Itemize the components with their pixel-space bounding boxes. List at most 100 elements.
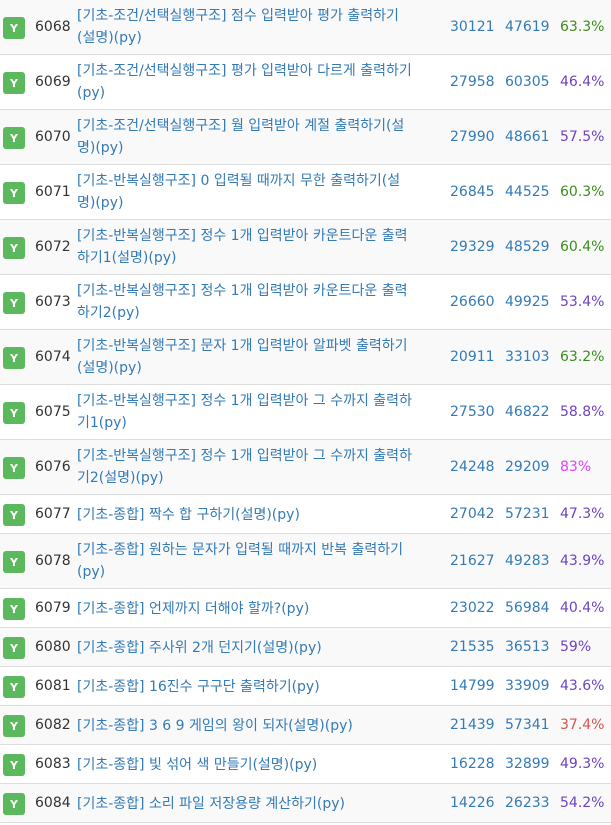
solved-count: 16228: [450, 756, 495, 772]
accuracy-rate: 37.4%: [560, 717, 605, 733]
problem-id: 6084: [35, 795, 71, 811]
submission-count: 44525: [505, 184, 550, 200]
submission-count: 57341: [505, 717, 550, 733]
accuracy-rate: 40.4%: [560, 600, 605, 616]
problem-title-link[interactable]: [기초-반복실행구조] 정수 1개 입력받아 그 수까지 출력하기1(py): [77, 393, 412, 431]
status-badge: Y: [3, 598, 25, 620]
status-badge: Y: [3, 457, 25, 479]
status-badge: Y: [3, 402, 25, 424]
solved-count: 26660: [450, 294, 495, 310]
accuracy-rate: 63.2%: [560, 349, 605, 365]
solved-count: 21535: [450, 639, 495, 655]
problem-row: Y 6078 [기초-종합] 원하는 문자가 입력될 때까지 반복 출력하기(p…: [0, 534, 611, 589]
problem-id: 6068: [35, 19, 71, 35]
accuracy-rate: 60.3%: [560, 184, 605, 200]
submission-count: 57231: [505, 506, 550, 522]
status-badge: Y: [3, 182, 25, 204]
problem-id: 6074: [35, 349, 71, 365]
accuracy-rate: 83%: [560, 459, 592, 475]
problem-title-link[interactable]: [기초-조건/선택실행구조] 점수 입력받아 평가 출력하기(설명)(py): [77, 8, 399, 46]
problem-title-link[interactable]: [기초-종합] 빛 섞어 색 만들기(설명)(py): [77, 757, 318, 773]
status-badge: Y: [3, 17, 25, 39]
problem-id: 6071: [35, 184, 71, 200]
submission-count: 32899: [505, 756, 550, 772]
submission-count: 48661: [505, 129, 550, 145]
solved-count: 21439: [450, 717, 495, 733]
status-badge: Y: [3, 347, 25, 369]
solved-count: 29329: [450, 239, 495, 255]
problem-row: Y 6076 [기초-반복실행구조] 정수 1개 입력받아 그 수까지 출력하기…: [0, 440, 611, 495]
accuracy-rate: 59%: [560, 639, 592, 655]
accuracy-rate: 46.4%: [560, 74, 605, 90]
problem-row: Y 6072 [기초-반복실행구조] 정수 1개 입력받아 카운트다운 출력하기…: [0, 220, 611, 275]
problem-row: Y 6081 [기초-종합] 16진수 구구단 출력하기(py) 14799 3…: [0, 667, 611, 706]
problem-title-link[interactable]: [기초-조건/선택실행구조] 평가 입력받아 다르게 출력하기(py): [77, 63, 412, 101]
solved-count: 27990: [450, 129, 495, 145]
problem-title-link[interactable]: [기초-반복실행구조] 0 입력될 때까지 무한 출력하기(설명)(py): [77, 173, 401, 211]
accuracy-rate: 49.3%: [560, 756, 605, 772]
accuracy-rate: 57.5%: [560, 129, 605, 145]
submission-count: 48529: [505, 239, 550, 255]
problem-row: Y 6069 [기초-조건/선택실행구조] 평가 입력받아 다르게 출력하기(p…: [0, 55, 611, 110]
problem-title-link[interactable]: [기초-종합] 주사위 2개 던지기(설명)(py): [77, 640, 322, 656]
problem-id: 6073: [35, 294, 71, 310]
submission-count: 60305: [505, 74, 550, 90]
accuracy-rate: 63.3%: [560, 19, 605, 35]
problem-row: Y 6084 [기초-종합] 소리 파일 저장용량 계산하기(py) 14226…: [0, 784, 611, 823]
problem-id: 6081: [35, 678, 71, 694]
solved-count: 21627: [450, 553, 495, 569]
problem-id: 6078: [35, 553, 71, 569]
status-badge: Y: [3, 504, 25, 526]
problem-title-link[interactable]: [기초-종합] 언제까지 더해야 할까?(py): [77, 601, 310, 617]
problem-title-link[interactable]: [기초-종합] 소리 파일 저장용량 계산하기(py): [77, 796, 345, 812]
problem-id: 6079: [35, 600, 71, 616]
problem-title-link[interactable]: [기초-반복실행구조] 정수 1개 입력받아 그 수까지 출력하기2(설명)(p…: [77, 448, 412, 486]
solved-count: 27958: [450, 74, 495, 90]
problem-title-link[interactable]: [기초-반복실행구조] 문자 1개 입력받아 알파벳 출력하기(설명)(py): [77, 338, 408, 376]
status-badge: Y: [3, 676, 25, 698]
problem-title-link[interactable]: [기초-종합] 짝수 합 구하기(설명)(py): [77, 507, 300, 523]
problem-title-link[interactable]: [기초-종합] 원하는 문자가 입력될 때까지 반복 출력하기(py): [77, 542, 404, 580]
problem-id: 6069: [35, 74, 71, 90]
accuracy-rate: 54.2%: [560, 795, 605, 811]
status-badge: Y: [3, 551, 25, 573]
problem-id: 6080: [35, 639, 71, 655]
problem-id: 6077: [35, 506, 71, 522]
problem-title-link[interactable]: [기초-반복실행구조] 정수 1개 입력받아 카운트다운 출력하기1(설명)(p…: [77, 228, 408, 266]
submission-count: 33909: [505, 678, 550, 694]
problem-title-link[interactable]: [기초-조건/선택실행구조] 월 입력받아 계절 출력하기(설명)(py): [77, 118, 405, 156]
problem-id: 6070: [35, 129, 71, 145]
accuracy-rate: 53.4%: [560, 294, 605, 310]
problem-row: Y 6074 [기초-반복실행구조] 문자 1개 입력받아 알파벳 출력하기(설…: [0, 330, 611, 385]
status-badge: Y: [3, 72, 25, 94]
submission-count: 29209: [505, 459, 550, 475]
problem-id: 6075: [35, 404, 71, 420]
problem-row: Y 6080 [기초-종합] 주사위 2개 던지기(설명)(py) 21535 …: [0, 628, 611, 667]
problem-row: Y 6070 [기초-조건/선택실행구조] 월 입력받아 계절 출력하기(설명)…: [0, 110, 611, 165]
status-badge: Y: [3, 127, 25, 149]
problem-title-link[interactable]: [기초-종합] 3 6 9 게임의 왕이 되자(설명)(py): [77, 718, 353, 734]
accuracy-rate: 60.4%: [560, 239, 605, 255]
solved-count: 20911: [450, 349, 495, 365]
submission-count: 49925: [505, 294, 550, 310]
problem-row: Y 6077 [기초-종합] 짝수 합 구하기(설명)(py) 27042 57…: [0, 495, 611, 534]
status-badge: Y: [3, 637, 25, 659]
problem-title-link[interactable]: [기초-종합] 16진수 구구단 출력하기(py): [77, 679, 320, 695]
submission-count: 46822: [505, 404, 550, 420]
submission-count: 36513: [505, 639, 550, 655]
solved-count: 27530: [450, 404, 495, 420]
problem-row: Y 6079 [기초-종합] 언제까지 더해야 할까?(py) 23022 56…: [0, 589, 611, 628]
submission-count: 26233: [505, 795, 550, 811]
submission-count: 33103: [505, 349, 550, 365]
problem-row: Y 6073 [기초-반복실행구조] 정수 1개 입력받아 카운트다운 출력하기…: [0, 275, 611, 330]
accuracy-rate: 58.8%: [560, 404, 605, 420]
problem-title-link[interactable]: [기초-반복실행구조] 정수 1개 입력받아 카운트다운 출력하기2(py): [77, 283, 408, 321]
solved-count: 26845: [450, 184, 495, 200]
submission-count: 47619: [505, 19, 550, 35]
status-badge: Y: [3, 793, 25, 815]
status-badge: Y: [3, 292, 25, 314]
solved-count: 14799: [450, 678, 495, 694]
solved-count: 14226: [450, 795, 495, 811]
status-badge: Y: [3, 715, 25, 737]
